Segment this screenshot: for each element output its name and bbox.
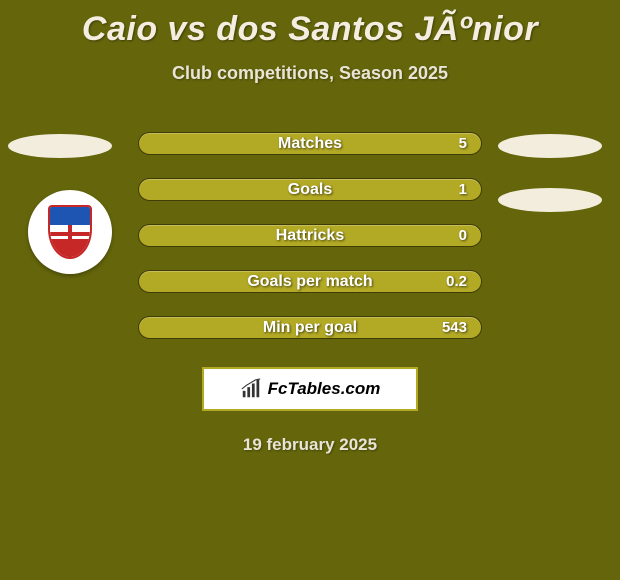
page-subtitle: Club competitions, Season 2025: [0, 63, 620, 84]
brand-text: FcTables.com: [268, 379, 381, 399]
stat-label: Goals: [288, 181, 332, 199]
stat-value: 543: [442, 319, 467, 336]
stat-row: Goals per match 0.2: [138, 270, 482, 293]
stat-row: Min per goal 543: [138, 316, 482, 339]
stat-value: 5: [459, 135, 467, 152]
stat-value: 0: [459, 227, 467, 244]
bar-chart-icon: [240, 378, 262, 400]
stat-value: 0.2: [446, 273, 467, 290]
stat-label: Min per goal: [263, 319, 357, 337]
right-ellipse-2: [498, 188, 602, 212]
stat-value: 1: [459, 181, 467, 198]
left-ellipse: [8, 134, 112, 158]
stat-label: Matches: [278, 135, 342, 153]
club-crest: [28, 190, 112, 274]
page-title: Caio vs dos Santos JÃºnior: [0, 10, 620, 49]
stat-row: Hattricks 0: [138, 224, 482, 247]
stat-row: Goals 1: [138, 178, 482, 201]
date-text: 19 february 2025: [0, 435, 620, 455]
stat-label: Hattricks: [276, 227, 344, 245]
brand-box: FcTables.com: [202, 367, 418, 411]
right-ellipse-1: [498, 134, 602, 158]
stat-label: Goals per match: [247, 273, 372, 291]
stat-row: Matches 5: [138, 132, 482, 155]
